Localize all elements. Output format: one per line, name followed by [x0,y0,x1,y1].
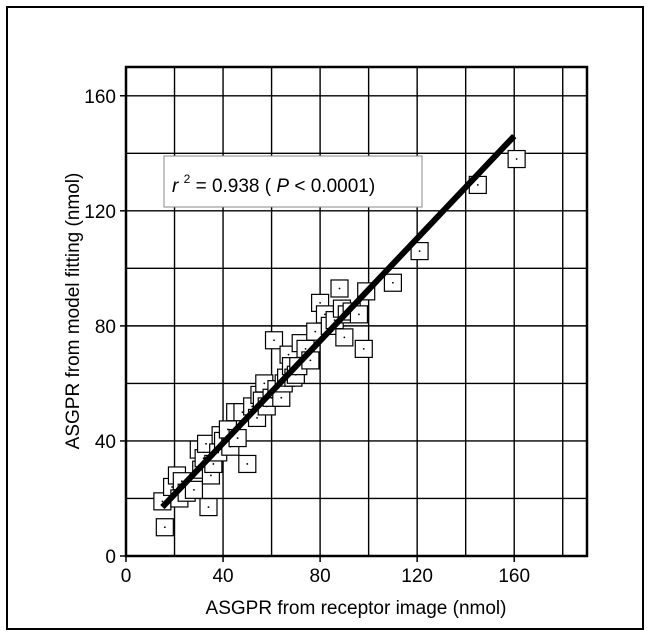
data-point-center [319,301,322,304]
data-point-center [273,339,275,342]
data-point-center [236,437,239,439]
r-exponent: 2 [184,172,191,186]
data-point-center [163,526,166,529]
x-tick-label: 0 [121,566,132,587]
data-point-center [202,457,205,460]
x-tick-label: 160 [498,566,530,587]
data-point-center [314,330,317,333]
data-point-center [212,463,215,465]
data-point-center [358,313,360,316]
data-point-center [263,382,266,385]
x-tick-label: 40 [212,566,233,587]
data-point-center [171,486,174,488]
svg-text:r 2 = 0.938: r 2 = 0.938 ( P < 0.0001) [172,167,375,197]
data-point-center [256,417,258,419]
p-symbol: P [276,176,289,197]
data-point-center [287,353,290,356]
y-axis-label: ASGPR from model fitting (nmol) [63,173,84,450]
data-point-center [304,347,307,350]
data-point-center [246,463,249,465]
data-point-center [251,405,254,408]
data-point-center [362,347,365,350]
data-point-center [391,281,394,284]
scatter-chart: 0 40 80 120 160 0 40 80 120 160 r 2 = 0.938 ( P … [63,65,589,619]
data-point-center [210,474,212,477]
y-tick-label: 80 [95,317,116,338]
data-point-center [180,480,183,483]
data-point-center [193,488,195,491]
data-point-center [476,184,479,186]
y-axis-ticks: 0 40 80 120 160 [84,87,126,568]
r-squared-value: = 0.938 ( [196,176,272,197]
data-point-center [343,336,346,339]
x-axis-label: ASGPR from receptor image (nmol) [206,598,507,619]
data-point-center [338,287,341,290]
y-tick-label: 0 [105,547,116,568]
x-tick-label: 80 [310,566,331,587]
y-tick-label: 160 [84,87,116,108]
figure-frame: 0 40 80 120 160 0 40 80 120 160 r 2 = 0.938 ( P … [6,6,644,630]
p-value: < 0.0001) [294,176,375,197]
data-point-center [324,313,326,316]
data-point-center [205,442,207,445]
x-tick-label: 120 [401,566,433,587]
r-symbol: r [172,176,179,197]
regression-line [160,133,517,510]
r-squared-annotation: r 2 = 0.938 ( P < 0.0001) [163,155,423,208]
y-tick-label: 120 [84,202,116,223]
plot-area-border [124,65,589,558]
data-point-center [161,500,164,503]
data-point-center [280,396,283,399]
x-axis-ticks: 0 40 80 120 160 [121,556,530,587]
data-point-center [227,428,229,431]
y-tick-label: 40 [95,432,116,453]
data-points [153,149,526,537]
data-point-center [515,158,518,160]
data-point-center [241,411,244,414]
annotation-box [163,155,423,208]
data-point-center [207,506,210,508]
data-point-center [309,359,312,362]
data-point-center [418,250,421,252]
